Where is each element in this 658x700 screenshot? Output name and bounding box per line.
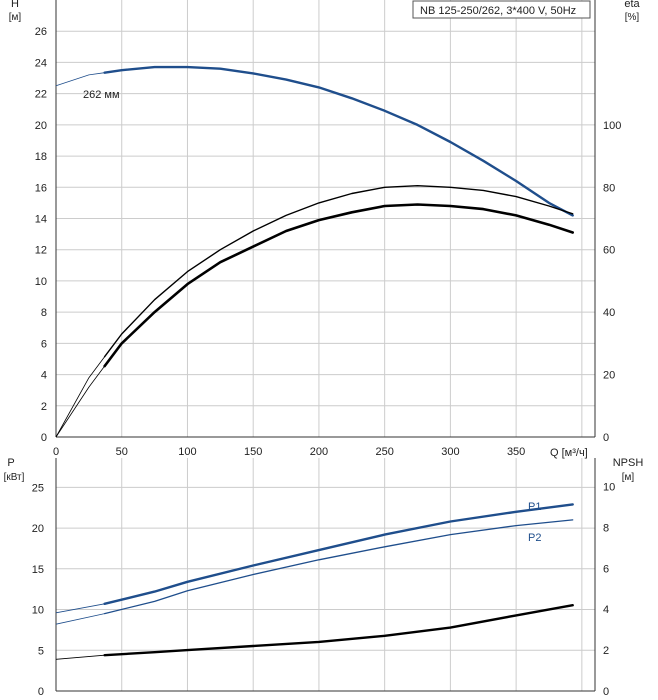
p-tick-label: 0: [38, 686, 44, 698]
p-axis-label: P: [7, 457, 14, 469]
npsh-tick-label: 2: [603, 645, 609, 657]
p-axis-unit: [кВт]: [4, 472, 25, 483]
npsh-tick-label: 6: [603, 563, 609, 575]
eta-tick-label: 100: [603, 120, 621, 132]
h-tick-label: 16: [35, 182, 47, 194]
eta-axis-label: eta: [624, 0, 640, 10]
h-tick-label: 18: [35, 151, 47, 163]
h-tick-label: 2: [41, 401, 47, 413]
title-box: [412, 0, 591, 19]
p-tick-label: 10: [32, 605, 44, 617]
eta-bold-extrapolated-curve: [55, 365, 105, 438]
eta-curve: [103, 184, 574, 358]
top-right-axis-title: eta [%]: [624, 0, 640, 23]
h-tick-label: 26: [35, 26, 47, 38]
h-tick-label: 20: [35, 120, 47, 132]
p1-extrapolated-curve: [55, 603, 105, 614]
npsh-curve: [103, 604, 574, 657]
npsh-tick-label: 4: [603, 604, 609, 616]
h-tick-label: 24: [35, 57, 47, 69]
q-tick-label: 100: [178, 446, 196, 458]
p2-extrapolated-curve: [55, 613, 105, 625]
h-tick-label: 22: [35, 89, 47, 101]
impeller-diameter-label: 262 мм: [83, 89, 120, 101]
eta-axis-unit: [%]: [625, 12, 640, 23]
q-tick-label: 300: [441, 446, 459, 458]
head-extrapolated-curve: [55, 72, 105, 87]
p-tick-label: 5: [38, 645, 44, 657]
h-axis-label: H: [11, 0, 19, 10]
eta-tick-label: 80: [603, 182, 615, 194]
npsh-axis-unit: [м]: [622, 472, 635, 483]
q-axis-label: Q [м³/ч]: [550, 447, 588, 459]
q-tick-label: 200: [310, 446, 328, 458]
npsh-tick-label: 10: [603, 482, 615, 494]
p-tick-label: 15: [32, 564, 44, 576]
npsh-tick-label: 8: [603, 522, 609, 534]
p2-series-label: P2: [528, 532, 541, 544]
p1-curve: [103, 503, 574, 605]
h-tick-label: 14: [35, 214, 47, 226]
eta-extrapolated-curve: [55, 356, 105, 438]
p-tick-label: 20: [32, 523, 44, 535]
h-axis-unit: [м]: [9, 12, 22, 23]
npsh-axis-label: NPSH: [613, 457, 644, 469]
eta-tick-label: 20: [603, 370, 615, 382]
p1-series-label: P1: [528, 501, 541, 513]
q-tick-label: 250: [375, 446, 393, 458]
npsh-tick-label: 0: [603, 686, 609, 698]
eta-tick-label: 40: [603, 307, 615, 319]
h-tick-label: 8: [41, 307, 47, 319]
top-panel-grid: [55, 0, 596, 438]
npsh-extrapolated-curve: [55, 654, 105, 660]
q-tick-label: 0: [53, 446, 59, 458]
bottom-right-axis-title: NPSH [м]: [613, 457, 644, 483]
curves: [55, 65, 575, 660]
head-curve: [103, 65, 574, 217]
h-tick-label: 12: [35, 245, 47, 257]
eta-bold-curve: [103, 203, 575, 368]
h-tick-label: 0: [41, 432, 47, 444]
h-tick-label: 4: [41, 370, 47, 382]
h-tick-label: 6: [41, 338, 47, 350]
q-tick-label: 350: [507, 446, 525, 458]
chart-title: NB 125-250/262, 3*400 V, 50Hz: [420, 5, 576, 17]
h-tick-label: 10: [35, 276, 47, 288]
eta-tick-label: 0: [603, 432, 609, 444]
q-tick-label: 150: [244, 446, 262, 458]
p-tick-label: 25: [32, 482, 44, 494]
bottom-left-axis-title: P [кВт]: [4, 457, 25, 483]
q-tick-label: 50: [116, 446, 128, 458]
p2-curve: [103, 519, 574, 615]
eta-tick-label: 60: [603, 245, 615, 257]
bottom-panel-grid: [55, 458, 596, 692]
top-left-axis-title: H [м]: [9, 0, 22, 23]
